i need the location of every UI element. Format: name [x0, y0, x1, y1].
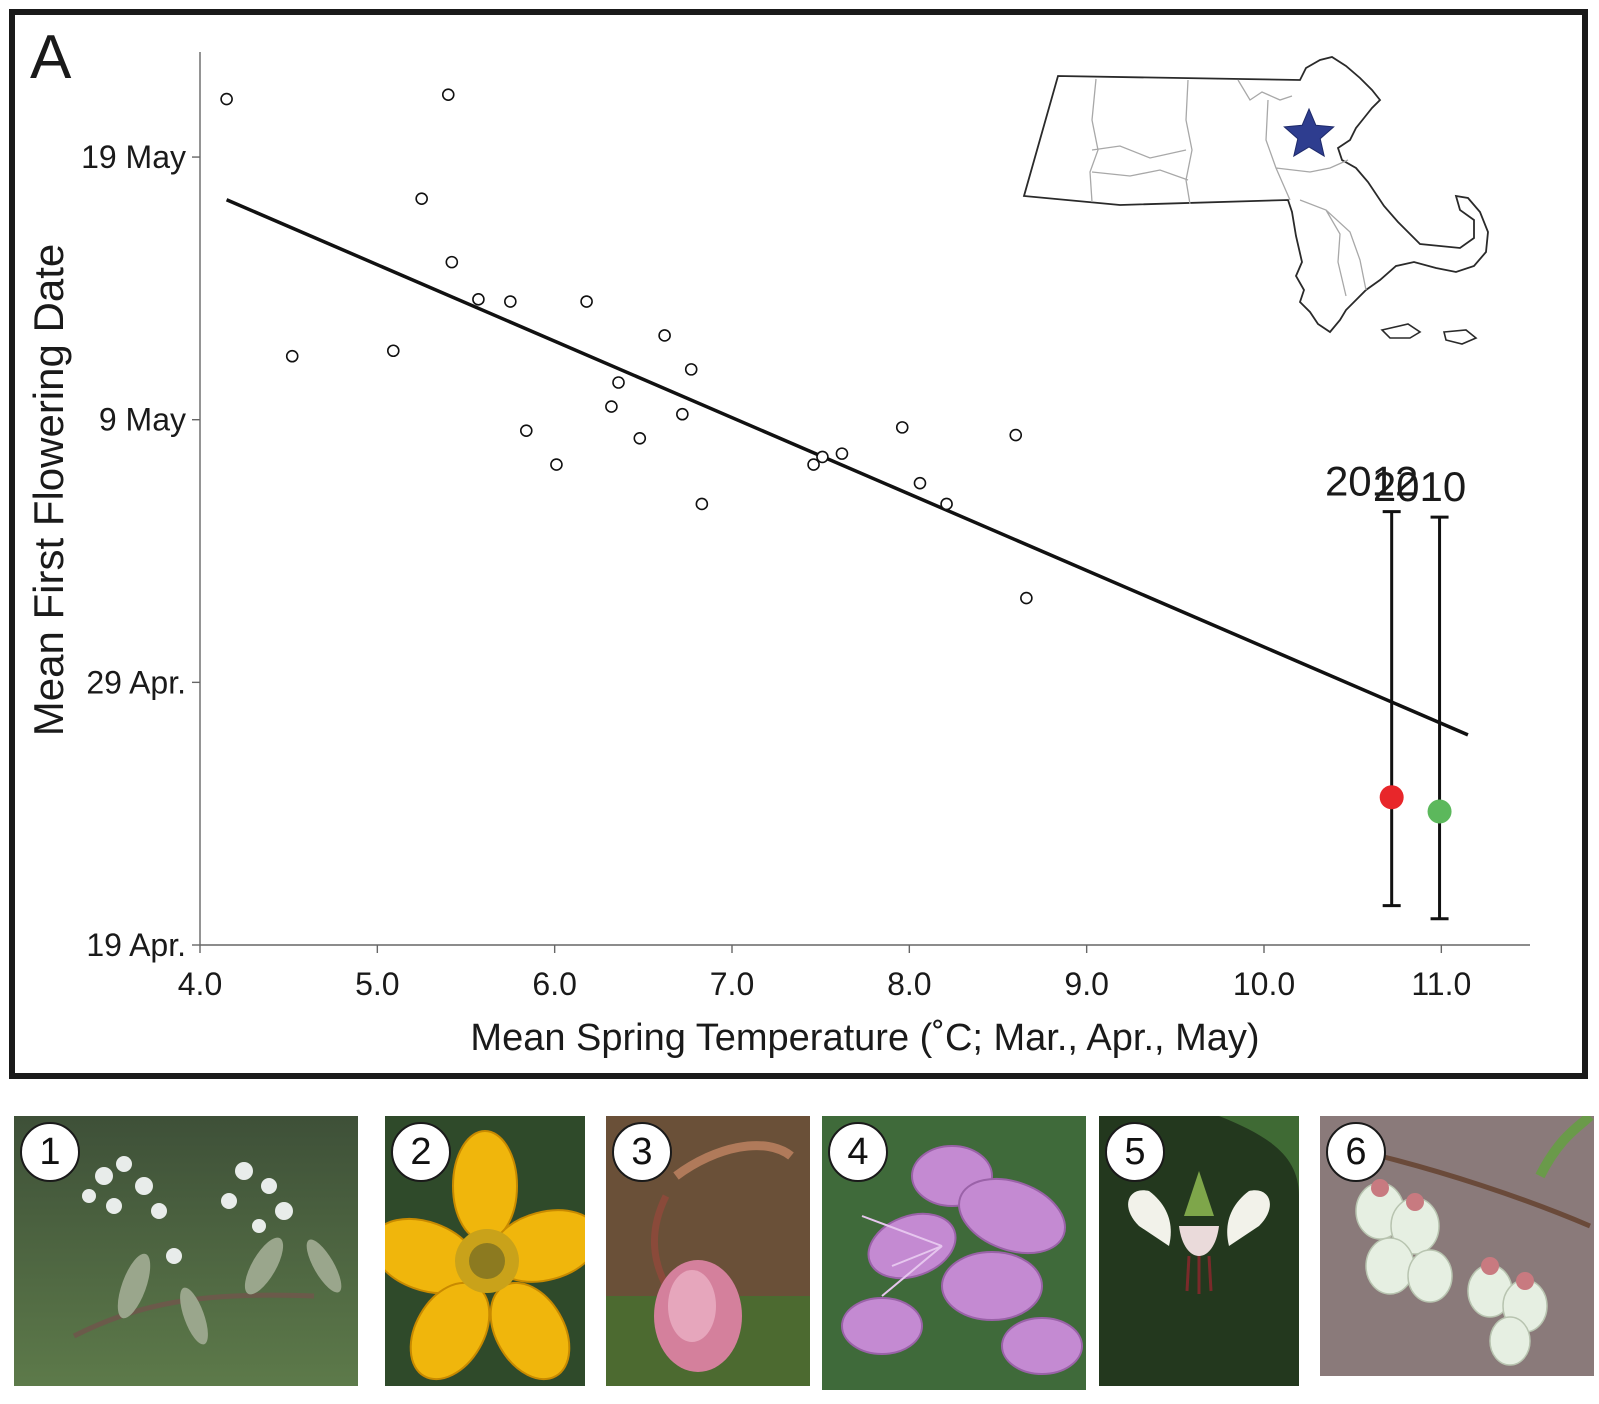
x-axis-label: Mean Spring Temperature (˚C; Mar., Apr.,…	[470, 1017, 1259, 1059]
data-point	[1009, 428, 1023, 442]
photo-4-image	[822, 1116, 1086, 1390]
y-tick-label: 19 Apr.	[86, 927, 186, 963]
photo-4: 4	[822, 1116, 1086, 1390]
highlight-point-2010	[1427, 799, 1452, 824]
highlight-point-2012	[1379, 785, 1404, 810]
data-point	[580, 295, 593, 308]
x-tick-label: 5.0	[355, 966, 399, 1002]
data-point	[895, 421, 909, 434]
x-tick-label: 4.0	[178, 966, 222, 1002]
year-label-2010: 2010	[1373, 463, 1466, 510]
x-tick-label: 7.0	[710, 966, 754, 1002]
data-point	[415, 192, 428, 205]
massachusetts-inset-map	[1022, 56, 1489, 345]
photo-number-3: 3	[612, 1122, 672, 1182]
photo-6-image	[1320, 1116, 1594, 1376]
data-points	[220, 88, 1033, 605]
photo-6: 6	[1320, 1116, 1594, 1376]
data-point	[835, 447, 849, 460]
county-lines	[1089, 78, 1367, 297]
data-point	[285, 349, 299, 363]
data-point	[676, 407, 689, 421]
photo-5: 5	[1099, 1116, 1299, 1386]
year-label-2012: 2012	[1325, 458, 1418, 505]
data-point	[504, 295, 517, 308]
data-point	[633, 432, 647, 445]
regression-line	[225, 198, 1469, 737]
star-icon	[1283, 107, 1335, 158]
y-tick-label: 19 May	[81, 139, 186, 175]
photo-5-image	[1099, 1116, 1299, 1386]
data-point	[612, 376, 625, 389]
data-point	[386, 344, 400, 358]
photo-number-1: 1	[20, 1122, 80, 1182]
data-point	[441, 88, 455, 101]
photo-2-image	[385, 1116, 585, 1386]
island-marthas-vineyard	[1380, 323, 1422, 339]
y-ticks: 19 Apr. 29 Apr. 9 May 19 May	[81, 139, 200, 963]
state-outline	[1022, 56, 1489, 334]
data-point	[472, 293, 485, 306]
panel-label: A	[30, 23, 72, 92]
data-point	[816, 450, 829, 464]
x-ticks: 4.0 5.0 6.0 7.0 8.0 9.0 10.0 11.0	[178, 945, 1471, 1002]
photo-number-6: 6	[1326, 1122, 1386, 1182]
data-point	[1020, 591, 1033, 605]
y-tick-label: 29 Apr.	[86, 664, 186, 700]
photo-3: 3	[606, 1116, 810, 1386]
photo-2: 2	[385, 1116, 585, 1386]
photo-number-5: 5	[1105, 1122, 1165, 1182]
data-point	[913, 476, 927, 490]
data-point	[605, 400, 618, 413]
data-point	[695, 497, 709, 511]
regression-line-layer	[225, 198, 1469, 737]
data-point	[550, 458, 563, 471]
data-point	[658, 329, 671, 342]
data-point	[684, 363, 698, 376]
photo-number-4: 4	[828, 1122, 888, 1182]
x-tick-label: 6.0	[532, 966, 576, 1002]
x-tick-label: 8.0	[887, 966, 931, 1002]
data-point	[220, 92, 233, 106]
y-tick-label: 9 May	[99, 402, 186, 438]
x-tick-label: 9.0	[1064, 966, 1108, 1002]
island-nantucket	[1442, 329, 1478, 345]
x-tick-label: 11.0	[1411, 966, 1471, 1002]
photo-1: 1	[14, 1116, 358, 1386]
y-axis-label: Mean First Flowering Date	[25, 244, 72, 737]
data-point	[807, 458, 820, 471]
data-point	[940, 497, 953, 511]
x-tick-label: 10.0	[1233, 966, 1295, 1002]
data-point	[445, 255, 459, 269]
photo-number-2: 2	[391, 1122, 451, 1182]
data-point	[519, 424, 533, 437]
